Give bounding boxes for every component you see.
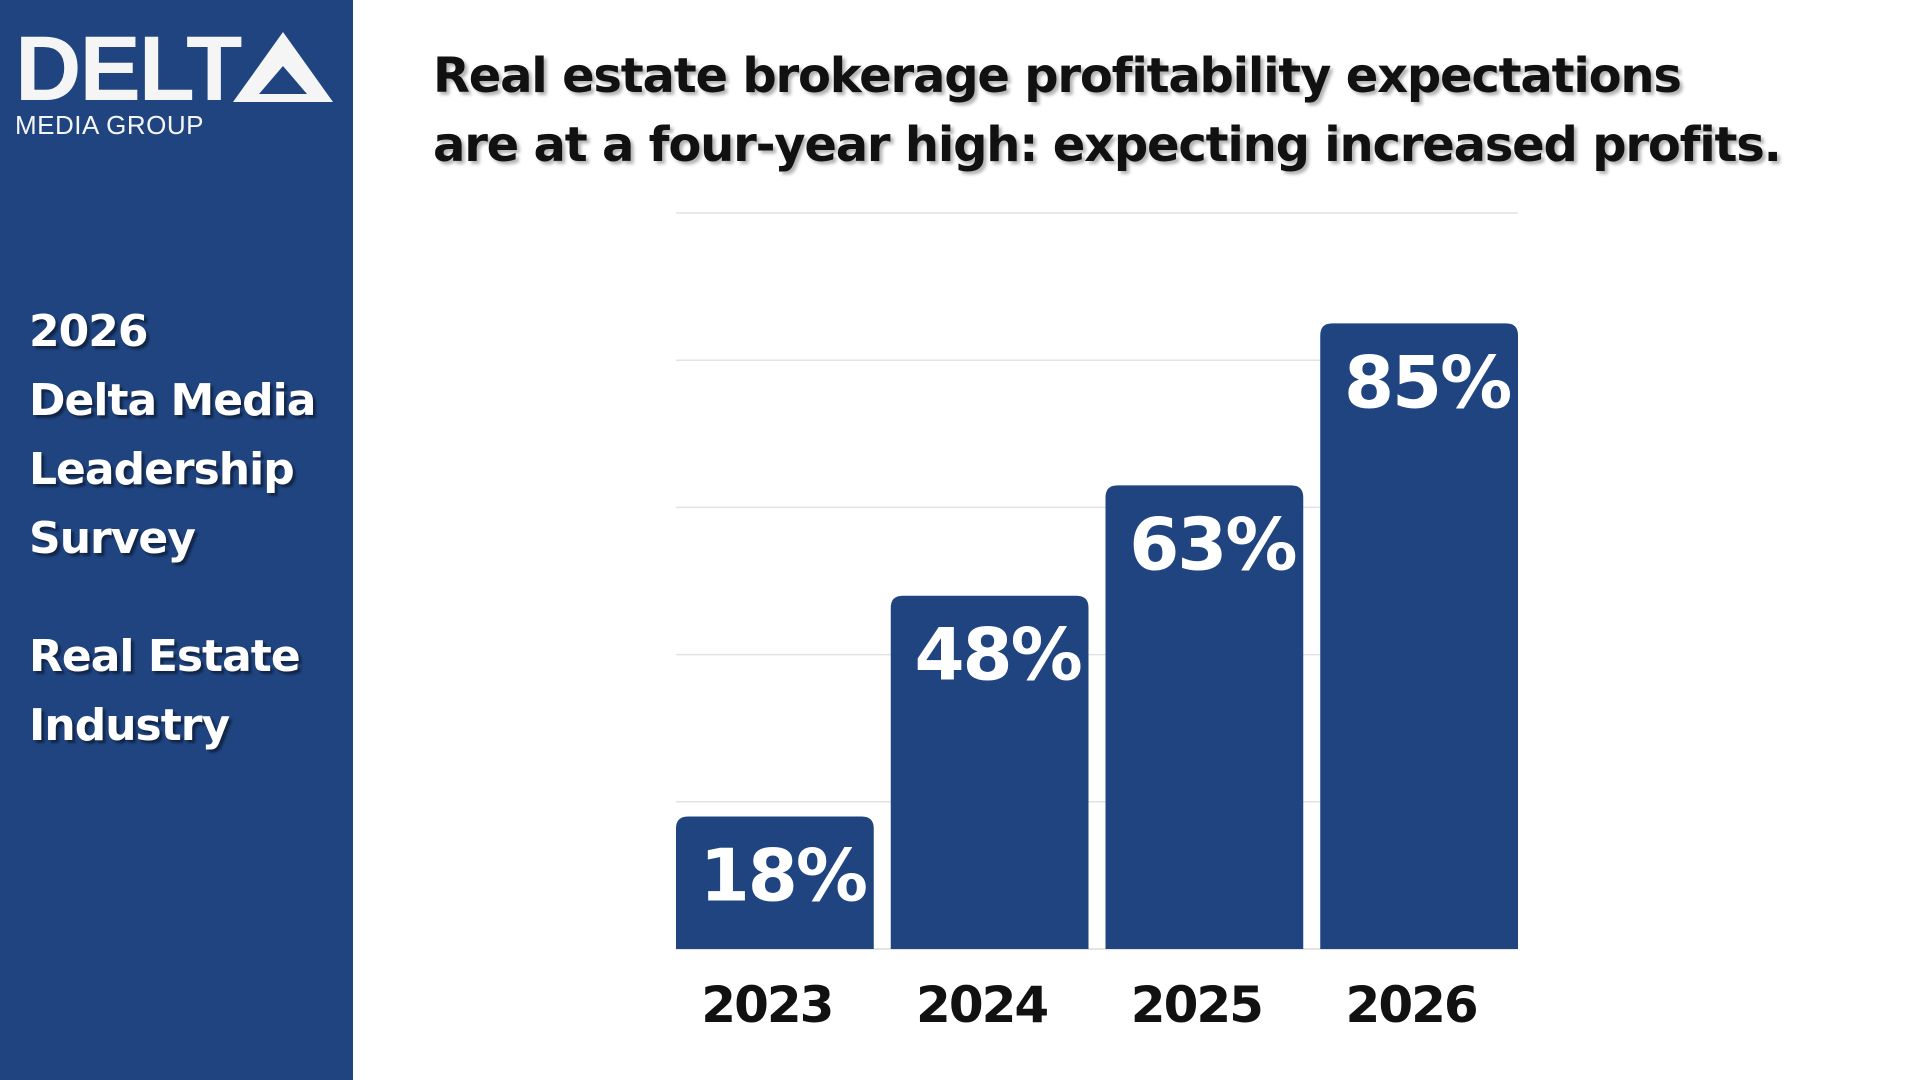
industry-line: Real Estate — [29, 631, 301, 682]
industry-line: Industry — [29, 700, 230, 751]
sidebar: DELT MEDIA GROUP 2026 Delta Media Leader… — [0, 0, 353, 1080]
data-label: 48% — [914, 613, 1080, 697]
bar-2025 — [1105, 485, 1304, 949]
survey-line: Survey — [29, 513, 196, 564]
delta-media-group-logo: DELT MEDIA GROUP — [15, 28, 333, 138]
x-tick-label: 2024 — [916, 976, 1047, 1034]
data-label: 63% — [1129, 502, 1295, 586]
bar-2024 — [890, 595, 1089, 949]
x-tick-label: 2026 — [1346, 976, 1477, 1034]
data-label: 18% — [700, 834, 866, 918]
bar-2023 — [676, 816, 874, 949]
svg-text:DELT: DELT — [15, 28, 242, 120]
x-tick-label: 2025 — [1131, 976, 1262, 1034]
survey-line: 2026 — [29, 306, 148, 357]
chart-title-line: are at a four-year high: expecting incre… — [433, 117, 1782, 173]
chart-title-line: Real estate brokerage profitability expe… — [433, 48, 1682, 104]
chart-title: Real estate brokerage profitability expe… — [433, 42, 1833, 180]
survey-line: Leadership — [29, 444, 295, 495]
data-label: 85% — [1344, 340, 1510, 424]
x-tick-label: 2023 — [701, 976, 832, 1034]
survey-title: 2026 Delta Media Leadership Survey — [29, 297, 316, 573]
industry-label: Real Estate Industry — [29, 622, 301, 760]
svg-text:MEDIA GROUP: MEDIA GROUP — [15, 110, 204, 138]
survey-line: Delta Media — [29, 375, 316, 426]
bar-2026 — [1320, 323, 1518, 949]
